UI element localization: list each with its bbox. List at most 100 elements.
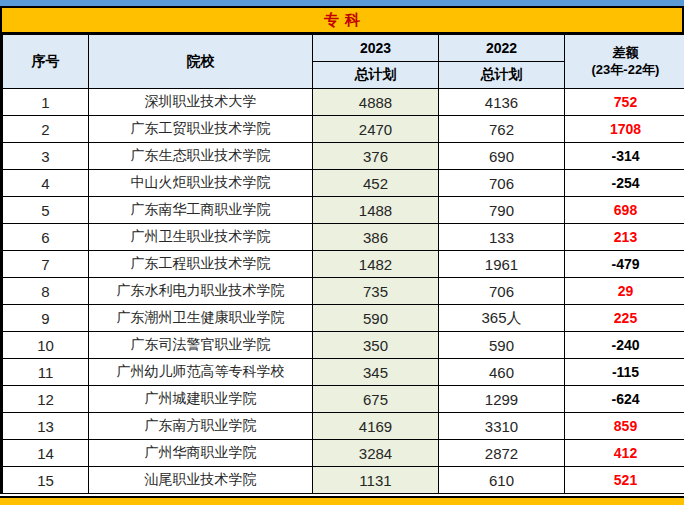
col-header-school: 院校: [89, 35, 313, 89]
table-row: 8广东水利电力职业技术学院73570629: [3, 278, 684, 305]
plan-2022: 790: [439, 197, 565, 224]
school-name: 广东南方职业学院: [89, 413, 313, 440]
school-name: 汕尾职业技术学院: [89, 467, 313, 494]
col-subheader-2023-total-plan: 总计划: [313, 62, 439, 89]
plan-2023: 4888: [313, 89, 439, 116]
col-header-index: 序号: [3, 35, 89, 89]
table-row: 6广州卫生职业技术学院386133213: [3, 224, 684, 251]
table-row: 5广东南华工商职业学院1488790698: [3, 197, 684, 224]
table-row: 13广东南方职业学院41693310859: [3, 413, 684, 440]
plan-2023: 1488: [313, 197, 439, 224]
school-name: 广东工贸职业技术学院: [89, 116, 313, 143]
plan-2022: 3310: [439, 413, 565, 440]
col-header-year-2023: 2023: [313, 35, 439, 62]
table-header: 序号 院校 2023 2022 差额 (23年-22年) 总计划 总计划: [3, 35, 684, 89]
plan-2022: 706: [439, 278, 565, 305]
plan-2022: 365人: [439, 305, 565, 332]
plan-2022: 690: [439, 143, 565, 170]
row-index: 4: [3, 170, 89, 197]
school-name: 广东潮州卫生健康职业学院: [89, 305, 313, 332]
school-name: 广东工程职业技术学院: [89, 251, 313, 278]
plan-2023: 345: [313, 359, 439, 386]
row-index: 5: [3, 197, 89, 224]
plan-2023: 675: [313, 386, 439, 413]
plan-2023: 735: [313, 278, 439, 305]
diff-value: 698: [565, 197, 684, 224]
col-header-diff: 差额 (23年-22年): [565, 35, 684, 89]
school-name: 广州华商职业学院: [89, 440, 313, 467]
diff-header-line1: 差额: [565, 45, 684, 61]
school-name: 广东水利电力职业技术学院: [89, 278, 313, 305]
table-row: 4中山火炬职业技术学院452706-254: [3, 170, 684, 197]
plan-2023: 386: [313, 224, 439, 251]
diff-value: -479: [565, 251, 684, 278]
plan-2023: 1131: [313, 467, 439, 494]
plan-2023: 350: [313, 332, 439, 359]
school-name: 广东生态职业技术学院: [89, 143, 313, 170]
col-subheader-2022-total-plan: 总计划: [439, 62, 565, 89]
diff-value: -240: [565, 332, 684, 359]
diff-value: 859: [565, 413, 684, 440]
plan-2022: 1961: [439, 251, 565, 278]
school-name: 广东南华工商职业学院: [89, 197, 313, 224]
table-row: 3广东生态职业技术学院376690-314: [3, 143, 684, 170]
top-blue-strip: [0, 0, 684, 8]
plan-2022: 706: [439, 170, 565, 197]
diff-value: 412: [565, 440, 684, 467]
plan-2023: 2470: [313, 116, 439, 143]
plan-2023: 3284: [313, 440, 439, 467]
diff-value: 521: [565, 467, 684, 494]
plan-2023: 452: [313, 170, 439, 197]
school-name: 中山火炬职业技术学院: [89, 170, 313, 197]
diff-value: -624: [565, 386, 684, 413]
school-name: 广州城建职业学院: [89, 386, 313, 413]
plan-2022: 4136: [439, 89, 565, 116]
row-index: 2: [3, 116, 89, 143]
row-index: 15: [3, 467, 89, 494]
enrollment-comparison-screenshot: 专科 序号 院校 2023 2022 差额 (23年-22年) 总计划: [0, 0, 684, 505]
plan-2023: 1482: [313, 251, 439, 278]
diff-value: 213: [565, 224, 684, 251]
plan-2023: 376: [313, 143, 439, 170]
table-row: 11广州幼儿师范高等专科学校345460-115: [3, 359, 684, 386]
diff-value: -254: [565, 170, 684, 197]
header-row-1: 序号 院校 2023 2022 差额 (23年-22年): [3, 35, 684, 62]
enrollment-table: 序号 院校 2023 2022 差额 (23年-22年) 总计划 总计划 1深圳…: [2, 34, 684, 494]
row-index: 8: [3, 278, 89, 305]
row-index: 11: [3, 359, 89, 386]
plan-2023: 4169: [313, 413, 439, 440]
diff-value: 1708: [565, 116, 684, 143]
school-name: 广州卫生职业技术学院: [89, 224, 313, 251]
bottom-yellow-strip: [0, 496, 684, 505]
school-name: 广州幼儿师范高等专科学校: [89, 359, 313, 386]
diff-value: 752: [565, 89, 684, 116]
school-name: 广东司法警官职业学院: [89, 332, 313, 359]
table-frame: 序号 院校 2023 2022 差额 (23年-22年) 总计划 总计划 1深圳…: [0, 34, 684, 494]
plan-2022: 133: [439, 224, 565, 251]
plan-2022: 1299: [439, 386, 565, 413]
table-row: 15汕尾职业技术学院1131610521: [3, 467, 684, 494]
plan-2022: 2872: [439, 440, 565, 467]
table-row: 14广州华商职业学院32842872412: [3, 440, 684, 467]
row-index: 1: [3, 89, 89, 116]
diff-value: -314: [565, 143, 684, 170]
row-index: 3: [3, 143, 89, 170]
plan-2022: 610: [439, 467, 565, 494]
row-index: 6: [3, 224, 89, 251]
school-name: 深圳职业技术大学: [89, 89, 313, 116]
row-index: 14: [3, 440, 89, 467]
plan-2022: 590: [439, 332, 565, 359]
row-index: 10: [3, 332, 89, 359]
diff-value: 225: [565, 305, 684, 332]
row-index: 12: [3, 386, 89, 413]
row-index: 13: [3, 413, 89, 440]
row-index: 7: [3, 251, 89, 278]
table-row: 10广东司法警官职业学院350590-240: [3, 332, 684, 359]
diff-value: 29: [565, 278, 684, 305]
table-row: 7广东工程职业技术学院14821961-479: [3, 251, 684, 278]
table-title: 专科: [0, 8, 684, 34]
row-index: 9: [3, 305, 89, 332]
table-row: 1深圳职业技术大学48884136752: [3, 89, 684, 116]
col-header-year-2022: 2022: [439, 35, 565, 62]
plan-2023: 590: [313, 305, 439, 332]
